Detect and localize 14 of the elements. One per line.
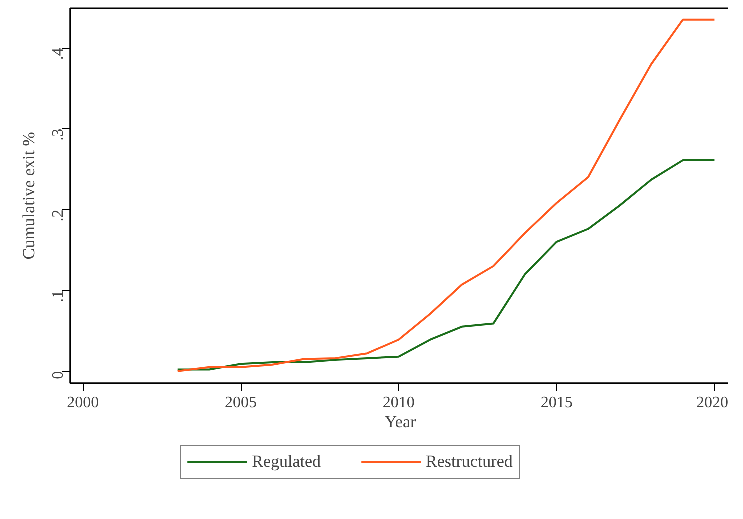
x-tick-label: 2005 bbox=[225, 394, 258, 412]
y-tick-label: .1 bbox=[50, 290, 67, 303]
x-tick-label: 2000 bbox=[67, 394, 100, 412]
legend-label: Regulated bbox=[252, 452, 322, 472]
x-axis-title: Year bbox=[384, 412, 416, 432]
y-tick-label: .2 bbox=[50, 210, 67, 222]
x-tick-label: 2015 bbox=[540, 394, 573, 412]
y-tick-label: .4 bbox=[50, 48, 67, 60]
y-tick-label: 0 bbox=[50, 371, 67, 380]
x-tick-label: 2010 bbox=[382, 394, 415, 412]
y-tick-label: .3 bbox=[50, 128, 67, 141]
y-axis-title: Cumulative exit % bbox=[20, 132, 38, 260]
legend-label: Restructured bbox=[426, 452, 513, 472]
x-tick-label: 2020 bbox=[696, 394, 728, 412]
